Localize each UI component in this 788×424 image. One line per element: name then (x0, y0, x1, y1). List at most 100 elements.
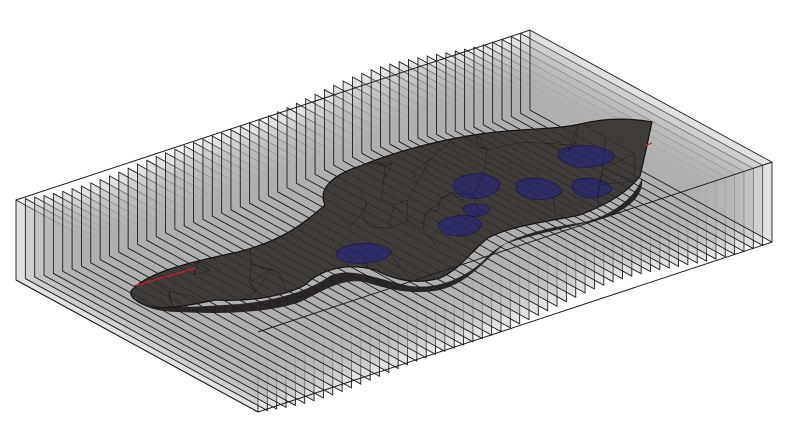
slice-bottom-edge (240, 206, 483, 339)
slice-bottom-edge (249, 202, 492, 336)
mesh-edge (574, 121, 580, 146)
slice-bottom-edge (128, 247, 371, 381)
mesh-edge (412, 158, 430, 173)
mesh-edge (438, 194, 446, 205)
mesh-edge (486, 142, 522, 150)
slice-bottom-edge (361, 152, 604, 286)
slice-bottom-edge (352, 156, 595, 290)
slice-bottom-edge (436, 134, 679, 267)
mesh-edge (140, 146, 174, 149)
slice-bottom-edge (464, 128, 707, 262)
mesh-edge (598, 180, 635, 186)
slice-bottom-edge (455, 130, 698, 264)
mesh-edge (140, 144, 175, 148)
axis-marker-red-end (643, 142, 653, 147)
slice-stack-front (15, 29, 773, 413)
mesh-edge (169, 301, 176, 308)
mesh-edge (567, 144, 576, 152)
mesh-edge (391, 256, 413, 283)
slice-bottom-edge (483, 124, 726, 258)
mesh-edge (171, 129, 175, 145)
slice-bottom-edge (305, 178, 548, 312)
inclusion-patch (515, 178, 563, 200)
mesh-edge (394, 200, 408, 206)
mesh-edge (445, 194, 448, 197)
mesh-edge (169, 291, 192, 297)
mesh-edge (574, 305, 599, 308)
mesh-edge (440, 194, 446, 199)
slice-bottom-edge (109, 255, 352, 389)
mesh-edge (214, 119, 222, 127)
slice-bottom-edge (296, 182, 539, 316)
slice-bottom-edge (408, 139, 651, 272)
mesh-edge (429, 135, 457, 160)
stack-frame-edge (257, 161, 773, 333)
mesh-edge (369, 226, 388, 229)
mesh-edge (422, 213, 426, 230)
mesh-edge (249, 281, 255, 293)
slice-bottom-edge (417, 137, 660, 270)
mesh-edge (194, 270, 210, 275)
slice-bottom-edge (43, 275, 287, 408)
mesh-edge (597, 287, 620, 306)
mesh-edge (217, 123, 222, 127)
mesh-edge (546, 143, 575, 146)
mesh-edge (412, 171, 419, 183)
mesh-edge (216, 119, 218, 124)
slice-bottom-edge (81, 265, 324, 399)
slice-bottom-edge (118, 251, 361, 385)
stack-frame-edge (257, 241, 773, 413)
mesh-edge (394, 204, 408, 222)
slice-bottom-edge (399, 141, 642, 274)
mesh-edge (168, 292, 176, 308)
mesh-edge (173, 144, 175, 159)
mesh-edge (602, 136, 606, 169)
mesh-edge (171, 120, 173, 130)
inclusions (335, 145, 616, 264)
slice-bottom-edge (492, 121, 735, 255)
body-shadow (140, 178, 643, 313)
slice-bottom-edge (314, 173, 558, 307)
slice-bottom-edge (501, 119, 745, 252)
mesh-edge (214, 119, 218, 124)
stack-frame-edge (15, 279, 259, 413)
slice-bottom-edge (445, 132, 689, 265)
mesh-edge (198, 260, 210, 271)
slice-bottom-edge (221, 212, 464, 346)
slice-bottom-edge (99, 259, 343, 392)
slice-bottom-edge (71, 268, 315, 402)
inclusion-patch (452, 173, 501, 199)
slice-bottom-edge (137, 243, 380, 377)
mesh-edge (360, 203, 368, 216)
mesh-edge (521, 142, 548, 144)
mesh-edge (383, 166, 386, 178)
slice-bottom-edge (90, 262, 333, 396)
mesh-edge (384, 162, 393, 167)
slice-bottom-edge (324, 169, 567, 302)
slice-bottom-edge (277, 191, 520, 325)
slice-bottom-edge (62, 271, 305, 404)
slice-bottom-edge (156, 236, 399, 369)
mesh-edge (381, 198, 395, 206)
mesh-edge (362, 217, 371, 227)
slice-bottom-edge (427, 135, 670, 269)
slice-bottom-edge (511, 116, 754, 249)
slice-bottom-edge (286, 187, 530, 320)
mesh-edge (340, 217, 351, 227)
mesh-edge (360, 215, 364, 218)
slice-bottom-edge (268, 195, 511, 329)
slice-bottom-edge (25, 278, 268, 411)
mesh-edge (383, 162, 393, 178)
mesh-edge (171, 120, 174, 149)
slice-bottom-edge (184, 225, 427, 358)
slice-bottom-edge (202, 218, 446, 352)
slice-bottom-edge (520, 113, 763, 246)
slice-bottom-edge (146, 240, 389, 373)
mesh-edge (251, 263, 272, 270)
slice-bottom-edge (193, 222, 436, 355)
slice-bottom-edge (165, 232, 408, 366)
slice-bottom-edge (333, 164, 576, 298)
mesh-edge (477, 146, 487, 150)
